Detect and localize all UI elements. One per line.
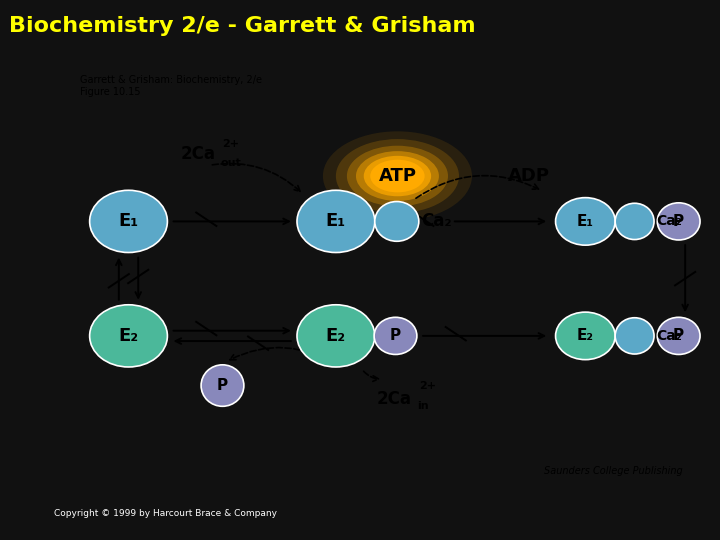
Ellipse shape: [374, 318, 417, 354]
Text: E₂: E₂: [119, 327, 138, 345]
Ellipse shape: [657, 203, 700, 240]
Ellipse shape: [556, 198, 615, 245]
Text: P: P: [217, 378, 228, 393]
Text: Biochemistry 2/e - Garrett & Grisham: Biochemistry 2/e - Garrett & Grisham: [9, 16, 476, 36]
Text: E₁: E₁: [577, 214, 594, 229]
Ellipse shape: [336, 139, 459, 213]
Text: ATP: ATP: [379, 167, 416, 185]
Ellipse shape: [90, 190, 167, 253]
Text: E₂: E₂: [326, 327, 346, 345]
Ellipse shape: [375, 201, 419, 241]
Text: out: out: [220, 158, 241, 168]
Text: 2+: 2+: [419, 381, 436, 391]
Text: in: in: [417, 401, 428, 411]
Ellipse shape: [657, 318, 700, 354]
Text: ADP: ADP: [508, 167, 549, 185]
Ellipse shape: [364, 156, 431, 196]
Ellipse shape: [90, 305, 167, 367]
Text: E₁: E₁: [326, 212, 346, 231]
Ellipse shape: [297, 305, 374, 367]
Text: Ca₂: Ca₂: [656, 329, 682, 343]
Text: Copyright © 1999 by Harcourt Brace & Company: Copyright © 1999 by Harcourt Brace & Com…: [54, 509, 277, 518]
Text: E₂: E₂: [577, 328, 594, 343]
Ellipse shape: [297, 190, 374, 253]
Text: P: P: [390, 328, 401, 343]
Ellipse shape: [347, 146, 448, 206]
Text: P: P: [673, 214, 684, 229]
Text: Garrett & Grisham: Biochemistry, 2/e: Garrett & Grisham: Biochemistry, 2/e: [80, 75, 262, 85]
Text: 2Ca: 2Ca: [377, 389, 412, 408]
Text: 2+: 2+: [222, 139, 240, 148]
Ellipse shape: [556, 312, 615, 360]
Ellipse shape: [201, 365, 244, 406]
Text: Ca₂: Ca₂: [421, 212, 452, 231]
Text: P: P: [673, 328, 684, 343]
Text: Saunders College Publishing: Saunders College Publishing: [544, 466, 683, 476]
Ellipse shape: [356, 151, 439, 201]
Ellipse shape: [370, 160, 425, 192]
Text: E₁: E₁: [119, 212, 138, 231]
Text: Ca₂: Ca₂: [656, 214, 682, 228]
Ellipse shape: [615, 203, 654, 240]
Text: 2Ca: 2Ca: [181, 145, 215, 164]
Text: Figure 10.15: Figure 10.15: [80, 87, 140, 98]
Ellipse shape: [615, 318, 654, 354]
Ellipse shape: [323, 131, 472, 221]
